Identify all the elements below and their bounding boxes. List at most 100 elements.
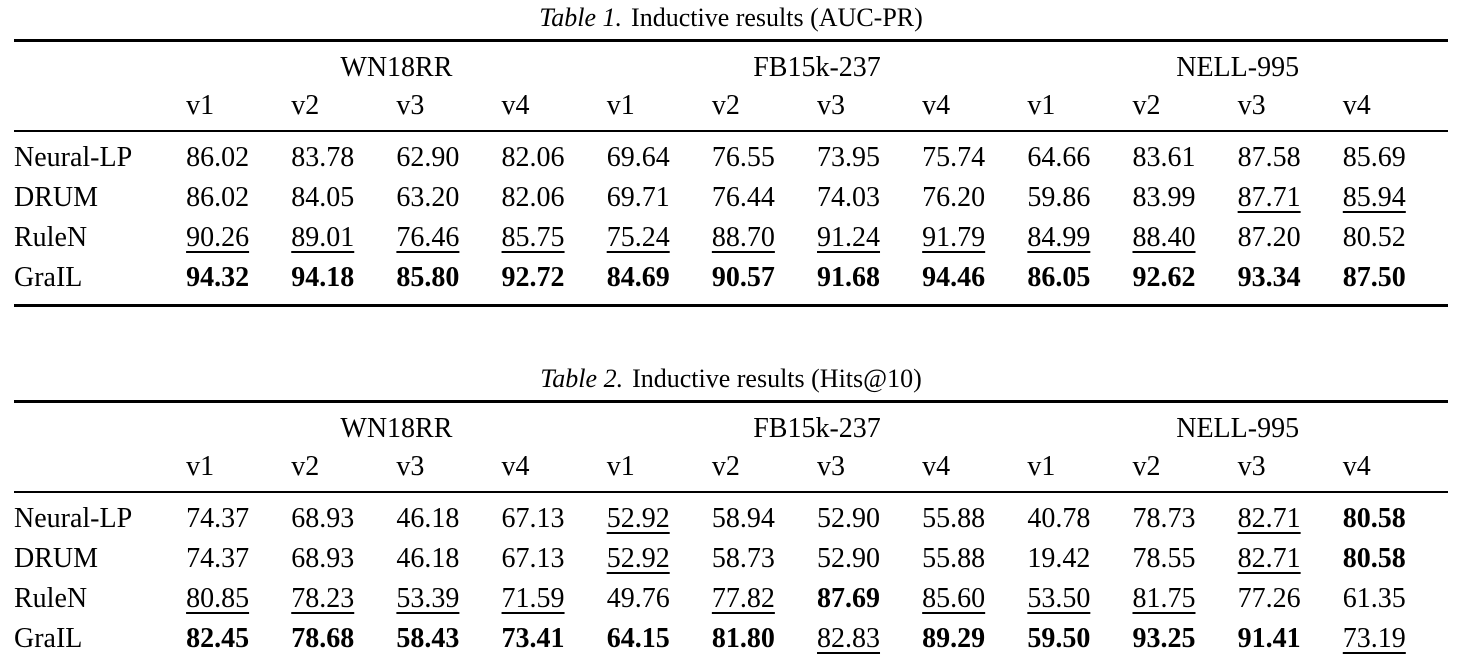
value-text: 74.37 bbox=[186, 503, 250, 534]
value-cell: 87.58 bbox=[1238, 131, 1343, 178]
value-cell: 85.75 bbox=[502, 218, 607, 258]
row-label: GraIL bbox=[14, 262, 83, 293]
value-text: 85.69 bbox=[1342, 142, 1406, 173]
value-text: 81.80 bbox=[711, 623, 775, 654]
value-text: 68.93 bbox=[291, 543, 355, 574]
value-text: 40.78 bbox=[1027, 503, 1091, 534]
version-header: v3 bbox=[1237, 447, 1343, 493]
value-text: 55.88 bbox=[922, 503, 986, 534]
value-cell: 84.99 bbox=[1027, 218, 1132, 258]
value-text: 91.79 bbox=[922, 222, 986, 253]
value-cell: 19.42 bbox=[1027, 539, 1132, 579]
value-cell: 61.35 bbox=[1343, 579, 1448, 619]
version-header: v1 bbox=[1027, 86, 1133, 132]
corner-cell bbox=[14, 86, 187, 132]
value-text: 84.05 bbox=[291, 182, 355, 213]
value-text: 91.68 bbox=[817, 262, 881, 293]
value-cell: 71.59 bbox=[502, 579, 607, 619]
value-text: 46.18 bbox=[396, 543, 460, 574]
value-text: 53.39 bbox=[396, 583, 460, 614]
value-text: 94.18 bbox=[291, 262, 355, 293]
value-text: 83.61 bbox=[1132, 142, 1196, 173]
value-text: 87.58 bbox=[1237, 142, 1301, 173]
value-text: 92.72 bbox=[501, 262, 565, 293]
value-text: 80.85 bbox=[186, 583, 250, 614]
table-row: GraIL 94.32 94.18 85.80 92.72 84.69 90.57 91.68… bbox=[14, 258, 1448, 306]
value-cell: 82.83 bbox=[817, 619, 922, 659]
value-text: 49.76 bbox=[606, 583, 670, 614]
value-cell: 85.80 bbox=[396, 258, 501, 306]
value-text: 58.73 bbox=[711, 543, 775, 574]
value-cell: 58.73 bbox=[712, 539, 817, 579]
value-text: 83.78 bbox=[291, 142, 355, 173]
value-text: 82.71 bbox=[1237, 543, 1301, 574]
row-label: Neural-LP bbox=[14, 503, 133, 534]
value-cell: 76.44 bbox=[712, 178, 817, 218]
value-cell: 76.20 bbox=[922, 178, 1027, 218]
value-cell: 55.88 bbox=[922, 492, 1027, 539]
value-cell: 78.55 bbox=[1132, 539, 1237, 579]
value-text: 80.58 bbox=[1342, 543, 1406, 574]
value-cell: 91.79 bbox=[922, 218, 1027, 258]
value-cell: 88.70 bbox=[712, 218, 817, 258]
value-text: 85.80 bbox=[396, 262, 460, 293]
value-cell: 63.20 bbox=[396, 178, 501, 218]
value-text: 94.32 bbox=[186, 262, 250, 293]
value-text: 94.46 bbox=[922, 262, 986, 293]
value-cell: 76.46 bbox=[396, 218, 501, 258]
value-text: 78.23 bbox=[291, 583, 355, 614]
value-text: 80.52 bbox=[1342, 222, 1406, 253]
value-text: 86.02 bbox=[186, 182, 250, 213]
value-cell: 77.82 bbox=[712, 579, 817, 619]
version-header-row: v1 v2 v3 v4 v1 v2 v3 v4 v1 v2 v3 v4 bbox=[14, 86, 1448, 132]
value-cell: 87.20 bbox=[1238, 218, 1343, 258]
value-cell: 76.55 bbox=[712, 131, 817, 178]
value-cell: 81.80 bbox=[712, 619, 817, 659]
value-cell: 94.32 bbox=[186, 258, 291, 306]
value-cell: 86.02 bbox=[186, 178, 291, 218]
value-cell: 53.50 bbox=[1027, 579, 1132, 619]
value-cell: 88.40 bbox=[1132, 218, 1237, 258]
value-text: 74.03 bbox=[817, 182, 881, 213]
dataset-header: FB15k-237 bbox=[753, 52, 881, 83]
value-cell: 84.05 bbox=[291, 178, 396, 218]
value-cell: 55.88 bbox=[922, 539, 1027, 579]
value-cell: 81.75 bbox=[1132, 579, 1237, 619]
value-cell: 80.58 bbox=[1343, 539, 1448, 579]
value-cell: 69.71 bbox=[607, 178, 712, 218]
value-text: 76.46 bbox=[396, 222, 460, 253]
row-label: DRUM bbox=[14, 543, 99, 574]
value-text: 85.60 bbox=[922, 583, 986, 614]
value-text: 52.90 bbox=[817, 543, 881, 574]
value-text: 84.99 bbox=[1027, 222, 1091, 253]
value-text: 73.95 bbox=[817, 142, 881, 173]
version-header: v2 bbox=[291, 447, 397, 493]
value-cell: 73.19 bbox=[1343, 619, 1448, 659]
value-cell: 64.66 bbox=[1027, 131, 1132, 178]
value-cell: 68.93 bbox=[291, 539, 396, 579]
corner-cell bbox=[14, 447, 187, 493]
value-text: 64.66 bbox=[1027, 142, 1091, 173]
value-cell: 77.26 bbox=[1238, 579, 1343, 619]
value-cell: 52.90 bbox=[817, 539, 922, 579]
version-header: v3 bbox=[396, 86, 502, 132]
row-label: DRUM bbox=[14, 182, 99, 213]
value-text: 69.71 bbox=[606, 182, 670, 213]
value-text: 64.15 bbox=[606, 623, 670, 654]
value-text: 85.94 bbox=[1342, 182, 1406, 213]
value-text: 85.75 bbox=[501, 222, 565, 253]
value-cell: 69.64 bbox=[607, 131, 712, 178]
version-header: v1 bbox=[186, 86, 292, 132]
value-cell: 74.37 bbox=[186, 492, 291, 539]
value-text: 59.86 bbox=[1027, 182, 1091, 213]
value-cell: 74.37 bbox=[186, 539, 291, 579]
value-text: 81.75 bbox=[1132, 583, 1196, 614]
value-cell: 93.25 bbox=[1132, 619, 1237, 659]
row-label: RuleN bbox=[14, 222, 88, 253]
version-header-row: v1 v2 v3 v4 v1 v2 v3 v4 v1 v2 v3 v4 bbox=[14, 447, 1448, 493]
value-text: 75.24 bbox=[606, 222, 670, 253]
value-cell: 83.78 bbox=[291, 131, 396, 178]
value-text: 53.50 bbox=[1027, 583, 1091, 614]
value-cell: 86.02 bbox=[186, 131, 291, 178]
value-text: 87.71 bbox=[1237, 182, 1301, 213]
